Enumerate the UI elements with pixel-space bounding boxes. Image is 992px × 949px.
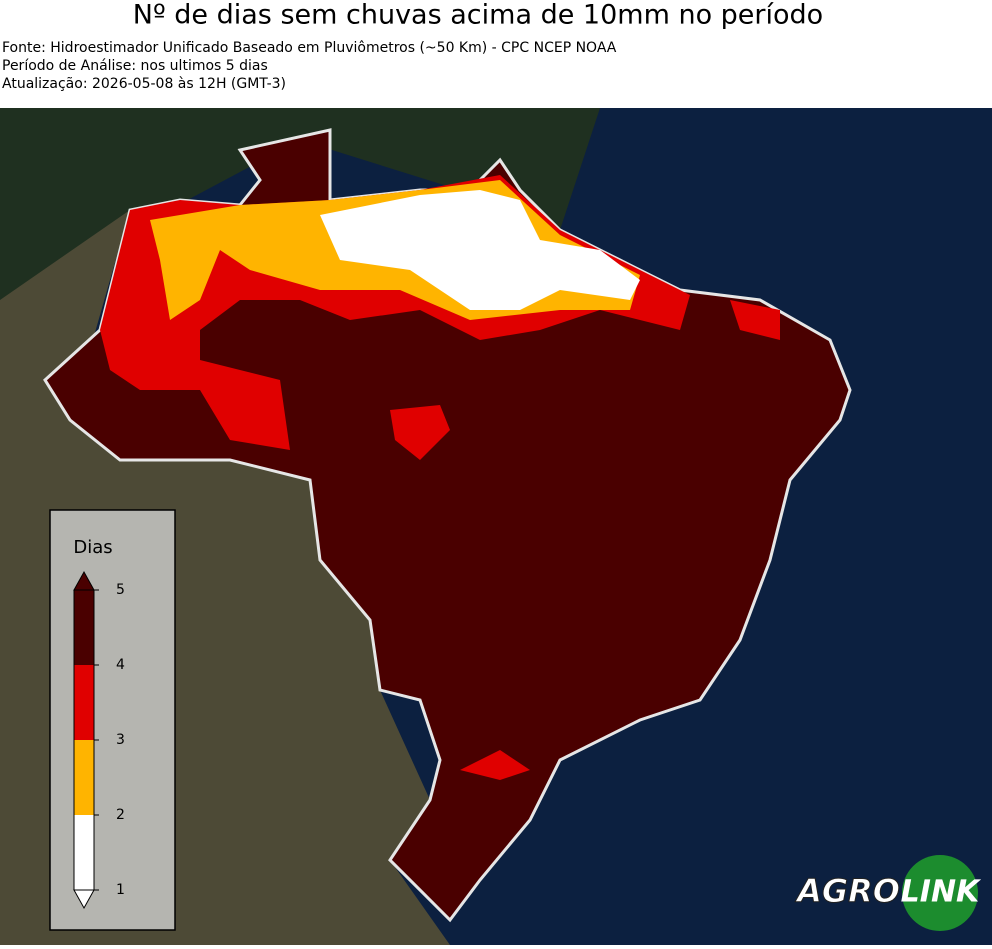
region-1-2 — [320, 190, 640, 310]
title: Nº de dias sem chuvas acima de 10mm no p… — [133, 0, 823, 31]
colorbar-segment — [74, 740, 94, 815]
tick-label: 3 — [116, 732, 125, 748]
tick-label: 1 — [116, 882, 125, 898]
colorbar-segment — [74, 590, 94, 665]
land — [0, 108, 600, 300]
region-3-4 — [460, 750, 530, 780]
tick-label: 4 — [116, 657, 125, 673]
region-3-4 — [730, 300, 780, 340]
colorbar: 1 2 3 4 5 — [73, 570, 125, 910]
logo: AGRO LINK — [794, 855, 982, 931]
subtitle-line: Período de Análise: nos ultimos 5 dias — [2, 58, 268, 74]
logo-circle — [902, 855, 978, 931]
logo-text: LINK — [901, 875, 982, 910]
colorbar-segment — [74, 665, 94, 740]
region-3-4 — [390, 405, 450, 460]
logo-text: AGRO — [794, 872, 900, 910]
legend-box — [49, 509, 176, 931]
colorbar-segment — [74, 815, 94, 890]
tick-label: 2 — [116, 807, 125, 823]
legend-title: Dias — [73, 537, 112, 558]
tick-label: 5 — [116, 582, 125, 598]
subtitle-line: Atualização: 2026-05-08 às 12H (GMT-3) — [2, 76, 286, 92]
subtitle-line: Fonte: Hidroestimador Unificado Baseado … — [2, 40, 617, 56]
brazil — [43, 128, 852, 923]
